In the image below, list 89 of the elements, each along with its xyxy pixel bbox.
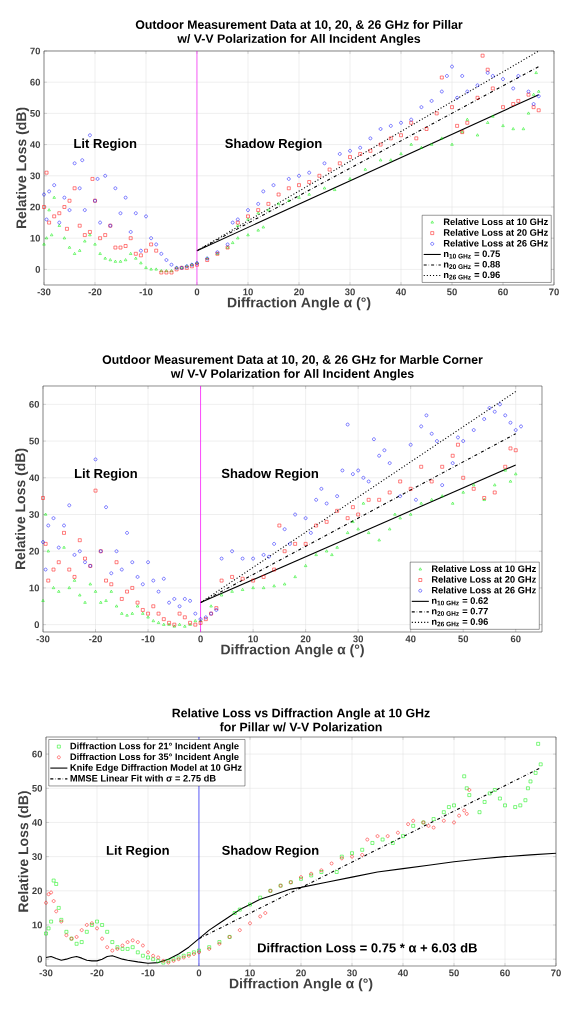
legend-label: Diffraction Loss for 35° Incident Angle [70, 753, 239, 762]
x-tick-label: 0 [198, 635, 204, 643]
chart-title: Outdoor Measurement Data at 10, 20, & 26 GHz for Marble Corner [102, 354, 483, 366]
y-tick-label: 50 [30, 110, 41, 117]
x-tick-label: 60 [498, 288, 509, 296]
x-tick-label: 20 [300, 635, 311, 643]
x-axis-title: Diffraction Angle α (°) [221, 644, 365, 658]
y-tick-label: 10 [32, 921, 43, 929]
y-tick-label: 10 [29, 584, 40, 592]
x-tick-label: -10 [139, 288, 153, 296]
x-tick-label: -20 [90, 969, 104, 977]
x-tick-label: 70 [551, 969, 562, 977]
chart-title: Outdoor Measurement Data at 10, 20, & 26 GHz for Pillar [135, 19, 463, 31]
y-tick-label: 20 [32, 887, 43, 895]
legend-label: Knife Edge Diffraction Model at 10 GHz [70, 763, 242, 773]
y-tick-label: 30 [32, 853, 43, 860]
x-tick-label: 10 [243, 288, 254, 296]
y-tick-label: 30 [30, 172, 41, 180]
legend-label: Relative Loss at 10 GHz [444, 218, 549, 226]
y-tick-label: 0 [37, 955, 43, 963]
x-tick-label: 30 [347, 969, 358, 977]
y-tick-label: 60 [29, 400, 40, 408]
annotation: Lit Region [74, 138, 137, 151]
y-tick-label: 10 [30, 234, 41, 242]
x-tick-label: 30 [353, 635, 364, 643]
y-tick-label: 50 [32, 784, 43, 792]
annotation: Lit Region [75, 468, 138, 481]
y-tick-label: 60 [32, 750, 43, 758]
x-tick-label: 40 [405, 635, 416, 643]
x-tick-label: 20 [294, 288, 305, 296]
x-tick-label: -10 [141, 969, 155, 977]
chart-title: Relative Loss vs Diffraction Angle at 10 GHz [172, 708, 430, 720]
chart-subtitle: w/ V-V Polarization for All Incident Angles [177, 33, 421, 46]
legend-label: Relative Loss at 26 GHz [432, 586, 537, 594]
x-axis-title: Diffraction Angle α (°) [228, 297, 371, 311]
annotation: Shadow Region [221, 468, 319, 481]
x-tick-label: -20 [89, 635, 103, 643]
x-tick-label: -10 [141, 635, 155, 643]
x-tick-label: -30 [39, 969, 53, 977]
x-tick-label: -30 [37, 288, 51, 296]
legend-label: n$_{26 GHz}$ = 0.96 [432, 618, 489, 627]
x-tick-label: 60 [500, 969, 511, 977]
annotation: Lit Region [107, 845, 169, 858]
legend-label: n$_{10 GHz}$ = 0.62 [432, 597, 489, 606]
x-tick-label: 50 [447, 288, 458, 296]
legend-label: n$_{10 GHz}$ = 0.75 [444, 250, 501, 259]
x-tick-label: 50 [458, 635, 469, 643]
legend-label: n$_{20 GHz}$ = 0.77 [432, 607, 489, 616]
x-tick-label: 10 [248, 635, 259, 643]
y-axis-title: Relative Loss (dB) [18, 791, 32, 912]
legend-label: Relative Loss at 20 GHz [444, 228, 549, 236]
legend-label: MMSE Linear Fit with σ = 2.75 dB [70, 774, 216, 782]
x-tick-label: -30 [36, 635, 50, 643]
x-tick-label: 40 [398, 969, 409, 977]
y-tick-label: 40 [32, 819, 43, 826]
y-tick-label: 30 [29, 511, 40, 518]
y-axis-title: Relative Loss (dB) [15, 448, 29, 570]
legend-label: Diffraction Loss for 21° Incident Angle [70, 742, 239, 752]
x-tick-label: 70 [549, 288, 560, 296]
y-tick-label: 60 [30, 78, 41, 86]
annotation: Shadow Region [222, 845, 319, 858]
y-axis-title: Relative Loss (dB) [16, 107, 30, 229]
y-tick-label: 40 [29, 474, 40, 482]
x-tick-label: 0 [196, 969, 202, 977]
legend-label: Relative Loss at 10 GHz [432, 565, 537, 572]
x-tick-label: 20 [296, 969, 307, 977]
chart-subtitle: w/ V-V Polarization for All Incident Angles [171, 368, 414, 381]
legend-label: Relative Loss at 20 GHz [432, 575, 537, 583]
x-tick-label: 60 [510, 635, 521, 643]
y-tick-label: 20 [30, 203, 41, 211]
legend-label: n$_{20 GHz}$ = 0.88 [444, 260, 501, 269]
y-tick-label: 50 [29, 437, 40, 445]
x-tick-label: 50 [449, 969, 460, 977]
annotation: Diffraction Loss = 0.75 * α + 6.03 dB [258, 942, 478, 953]
x-tick-label: 30 [345, 288, 356, 296]
legend-label: n$_{26 GHz}$ = 0.96 [444, 271, 501, 280]
y-tick-label: 20 [29, 547, 40, 555]
x-tick-label: -20 [88, 288, 102, 296]
x-axis-title: Diffraction Angle α (°) [230, 978, 373, 992]
legend-label: Relative Loss at 26 GHz [444, 239, 549, 247]
y-tick-label: 0 [35, 266, 41, 273]
x-tick-label: 0 [194, 288, 200, 296]
y-tick-label: 0 [34, 621, 40, 629]
x-tick-label: 40 [396, 288, 407, 296]
y-tick-label: 40 [30, 141, 41, 148]
chart-subtitle: for Pillar w/ V-V Polarization [220, 722, 382, 732]
annotation: Shadow Region [225, 138, 322, 151]
y-tick-label: 70 [30, 47, 41, 55]
x-tick-label: 10 [245, 969, 256, 977]
